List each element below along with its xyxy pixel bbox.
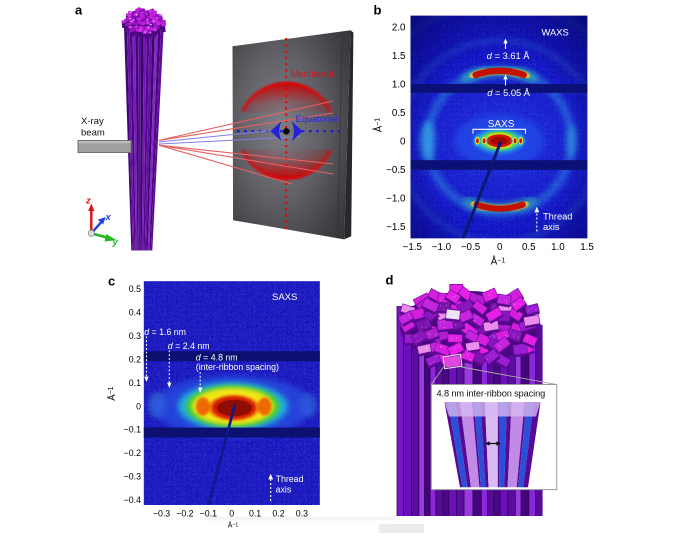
svg-text:a: a [75, 3, 83, 18]
svg-text:−1.5: −1.5 [403, 242, 423, 253]
svg-text:1.0: 1.0 [392, 80, 406, 91]
svg-text:0.3: 0.3 [129, 331, 141, 341]
svg-text:0.2: 0.2 [129, 354, 141, 364]
svg-text:4.8 nm inter-ribbon spacing: 4.8 nm inter-ribbon spacing [437, 389, 546, 399]
svg-text:0.1: 0.1 [249, 509, 261, 519]
svg-text:z: z [85, 196, 91, 207]
svg-text:SAXS: SAXS [488, 119, 515, 130]
svg-text:axis: axis [543, 222, 560, 232]
svg-text:−0.2: −0.2 [176, 509, 193, 519]
svg-text:0: 0 [136, 401, 141, 411]
svg-text:−1.0: −1.0 [386, 194, 406, 205]
svg-text:Thread: Thread [543, 212, 572, 222]
svg-text:(inter-ribbon spacing): (inter-ribbon spacing) [196, 362, 279, 372]
svg-text:1.5: 1.5 [392, 51, 406, 62]
svg-text:−0.2: −0.2 [124, 448, 141, 458]
svg-text:−0.1: −0.1 [124, 425, 141, 435]
svg-text:WAXS: WAXS [542, 27, 569, 38]
svg-text:0: 0 [229, 509, 234, 519]
svg-text:d = 5.05 Å: d = 5.05 Å [487, 88, 530, 98]
svg-text:d: d [386, 273, 394, 288]
svg-text:beam: beam [81, 128, 105, 139]
svg-text:c: c [108, 274, 115, 289]
svg-text:Thread: Thread [276, 474, 304, 484]
svg-text:Å−1: Å−1 [107, 386, 118, 400]
svg-text:Å−1: Å−1 [228, 521, 239, 530]
svg-text:d = 3.61 Å: d = 3.61 Å [487, 51, 530, 61]
svg-text:axis: axis [276, 485, 292, 495]
svg-text:Meridional: Meridional [291, 69, 334, 79]
svg-text:0.2: 0.2 [272, 509, 284, 519]
svg-text:0.1: 0.1 [129, 378, 141, 388]
svg-text:d = 4.8 nm: d = 4.8 nm [196, 353, 238, 363]
svg-text:1.5: 1.5 [580, 242, 594, 253]
svg-text:Equatorial: Equatorial [296, 114, 338, 124]
svg-text:0: 0 [400, 137, 406, 148]
svg-text:−1.0: −1.0 [432, 242, 452, 253]
svg-text:d = 1.6 nm: d = 1.6 nm [144, 327, 186, 337]
svg-text:0.5: 0.5 [522, 242, 536, 253]
svg-text:Å−1: Å−1 [491, 257, 506, 268]
svg-text:2.0: 2.0 [392, 22, 406, 33]
svg-text:b: b [374, 3, 382, 18]
svg-text:X-ray: X-ray [81, 116, 104, 127]
svg-text:1.0: 1.0 [551, 242, 565, 253]
svg-text:0: 0 [497, 242, 503, 253]
svg-text:0.4: 0.4 [129, 307, 141, 317]
svg-text:0.5: 0.5 [392, 108, 406, 119]
svg-text:−0.3: −0.3 [124, 472, 141, 482]
svg-text:Å−1: Å−1 [374, 118, 385, 133]
svg-text:−0.5: −0.5 [461, 242, 481, 253]
svg-text:−1.5: −1.5 [386, 222, 406, 233]
svg-text:−0.5: −0.5 [386, 165, 406, 176]
svg-text:−0.3: −0.3 [153, 509, 170, 519]
svg-text:−0.4: −0.4 [124, 495, 141, 505]
svg-text:0.5: 0.5 [129, 284, 141, 294]
svg-text:0.3: 0.3 [296, 509, 308, 519]
svg-text:y: y [112, 237, 119, 248]
svg-text:x: x [105, 212, 112, 223]
svg-text:d = 2.4 nm: d = 2.4 nm [168, 341, 210, 351]
svg-text:SAXS: SAXS [272, 292, 297, 303]
svg-text:−0.1: −0.1 [200, 509, 217, 519]
